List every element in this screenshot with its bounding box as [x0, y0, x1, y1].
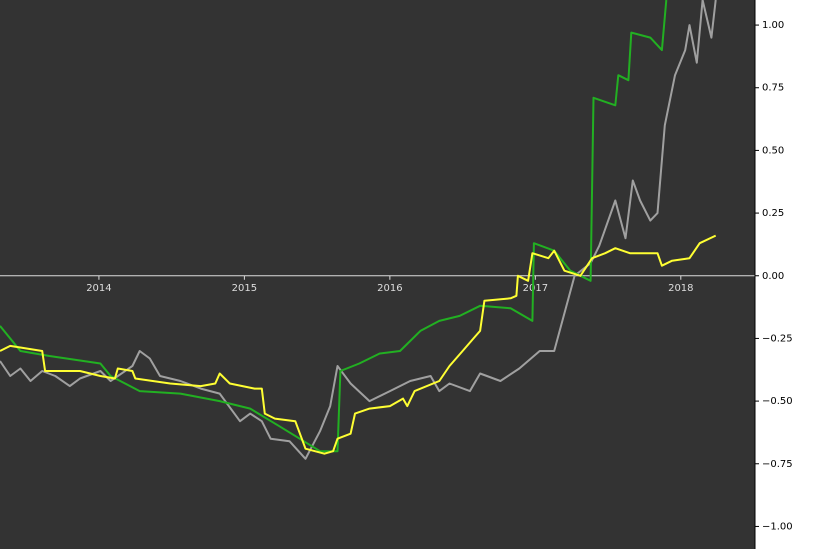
x-tick-label: 2014: [86, 283, 111, 294]
series-line: [0, 0, 717, 460]
x-tick-label: 2015: [232, 283, 257, 294]
series-line: [0, 234, 717, 455]
x-tick-label: 2018: [668, 283, 693, 294]
y-tick-label: −0.25: [762, 333, 793, 344]
y-tick-label: 1.00: [762, 20, 784, 31]
plot-background: [0, 0, 755, 549]
series-line: [0, 0, 668, 453]
y-tick-label: 0.75: [762, 83, 784, 94]
x-tick-label: 2016: [377, 283, 402, 294]
y-tick-label: 0.25: [762, 208, 784, 219]
y-tick-label: −0.50: [762, 396, 793, 407]
y-tick-label: 0.00: [762, 271, 784, 282]
y-tick-label: −0.75: [762, 459, 793, 470]
x-tick-label: 2017: [523, 283, 548, 294]
y-tick-label: 0.50: [762, 145, 784, 156]
y-tick-label: −1.00: [762, 521, 793, 532]
